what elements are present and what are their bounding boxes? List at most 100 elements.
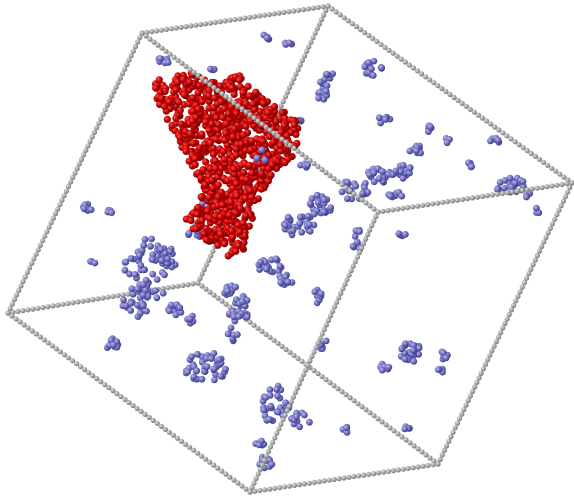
- box-edge-bead: [435, 200, 441, 206]
- box-edge-bead: [155, 42, 161, 48]
- box-edge-bead: [455, 97, 461, 103]
- red-particle: [191, 161, 199, 169]
- box-edge-bead: [267, 334, 273, 340]
- box-edge-bead: [504, 190, 510, 196]
- box-edge-bead: [517, 289, 523, 295]
- box-edge-bead: [162, 426, 168, 432]
- box-edge-bead: [512, 139, 518, 145]
- box-edge-bead: [174, 435, 180, 441]
- box-edge-bead: [524, 187, 530, 193]
- box-edge-bead: [44, 229, 50, 235]
- box-edge-bead: [343, 185, 349, 191]
- box-edge-bead: [211, 292, 217, 298]
- blue-particle: [122, 258, 130, 266]
- blue-particle: [368, 65, 375, 73]
- box-edge-bead: [78, 156, 85, 163]
- red-particle: [221, 136, 229, 144]
- red-particle: [290, 121, 298, 129]
- box-edge-bead: [267, 127, 273, 133]
- box-edge-bead: [52, 211, 59, 217]
- box-edge-bead: [163, 48, 169, 54]
- red-particle: [176, 133, 184, 141]
- red-particle: [224, 252, 232, 260]
- box-edge-bead: [115, 293, 121, 299]
- box-edge-bead: [488, 121, 494, 127]
- box-edge-bead: [199, 75, 205, 82]
- box-edge-bead: [85, 297, 91, 303]
- box-edge-bead: [305, 6, 311, 12]
- box-edge-bead: [41, 337, 47, 343]
- box-edge-bead: [195, 450, 201, 456]
- box-edge-bead: [301, 481, 307, 487]
- box-edge-bead: [519, 284, 525, 290]
- box-edge-bead: [351, 398, 357, 404]
- blue-particle: [353, 238, 361, 246]
- box-edge-bead: [252, 14, 258, 20]
- box-edge-bead: [339, 389, 345, 395]
- box-edge-bead: [545, 162, 551, 168]
- box-edge-bead: [302, 53, 308, 59]
- box-edge-bead: [427, 77, 433, 83]
- box-edge-bead: [98, 116, 104, 122]
- box-edge-bead: [197, 275, 203, 282]
- box-edge-bead: [187, 66, 193, 72]
- box-edge-bead: [311, 479, 317, 485]
- red-particle: [224, 110, 232, 118]
- red-particle: [240, 168, 248, 177]
- box-edge-bead: [498, 330, 504, 336]
- box-edge-bead: [206, 257, 212, 263]
- blue-particle: [210, 365, 218, 373]
- box-edge-bead: [479, 193, 486, 199]
- red-particle: [256, 107, 264, 115]
- blue-particle: [137, 261, 145, 269]
- red-particle: [214, 181, 222, 189]
- box-edge-bead: [461, 407, 467, 413]
- red-particle: [179, 75, 187, 83]
- box-edge-bead: [359, 404, 365, 410]
- box-edge-bead: [371, 218, 377, 224]
- box-edge-bead: [219, 468, 225, 474]
- box-edge-bead: [475, 112, 482, 118]
- blue-particle: [296, 219, 304, 227]
- red-particle: [189, 139, 197, 147]
- red-particle: [192, 225, 200, 233]
- box-edge-bead: [283, 139, 289, 145]
- box-edge-bead: [471, 109, 477, 115]
- box-edge-bead: [251, 480, 257, 486]
- box-edge-bead: [294, 385, 301, 391]
- box-edge-bead: [354, 254, 360, 260]
- box-edge-bead: [154, 28, 160, 34]
- red-particle: [202, 118, 210, 126]
- box-edge-bead: [242, 15, 248, 21]
- box-edge-bead: [395, 431, 401, 437]
- box-edge-bead: [305, 362, 311, 369]
- red-particle: [209, 150, 218, 158]
- blue-particle: [304, 212, 312, 220]
- red-particle: [227, 198, 235, 206]
- box-edge-bead: [489, 348, 495, 354]
- blue-particle: [301, 411, 308, 419]
- box-edge-bead: [315, 340, 321, 346]
- box-edge-bead: [75, 299, 81, 305]
- box-edge-bead: [558, 203, 564, 209]
- red-particle: [217, 98, 225, 106]
- red-particle: [206, 214, 214, 222]
- box-edge-bead: [185, 282, 191, 288]
- box-edge-bead: [29, 260, 35, 266]
- box-edge-bead: [235, 103, 241, 109]
- red-particle: [205, 92, 213, 100]
- blue-particle: [369, 72, 377, 79]
- box-edge-bead: [457, 416, 463, 422]
- box-edge-bead: [303, 154, 309, 160]
- blue-particle: [134, 285, 142, 293]
- box-edge-bead: [183, 63, 189, 69]
- box-edge-bead: [459, 411, 465, 417]
- blue-particle: [127, 307, 135, 314]
- red-particle: [216, 230, 224, 238]
- box-edge-bead: [25, 325, 31, 331]
- box-edge-bead: [282, 484, 288, 490]
- box-edge-bead: [465, 397, 471, 404]
- box-edge-bead: [266, 11, 272, 18]
- red-particle: [264, 109, 272, 117]
- red-particle: [228, 227, 236, 235]
